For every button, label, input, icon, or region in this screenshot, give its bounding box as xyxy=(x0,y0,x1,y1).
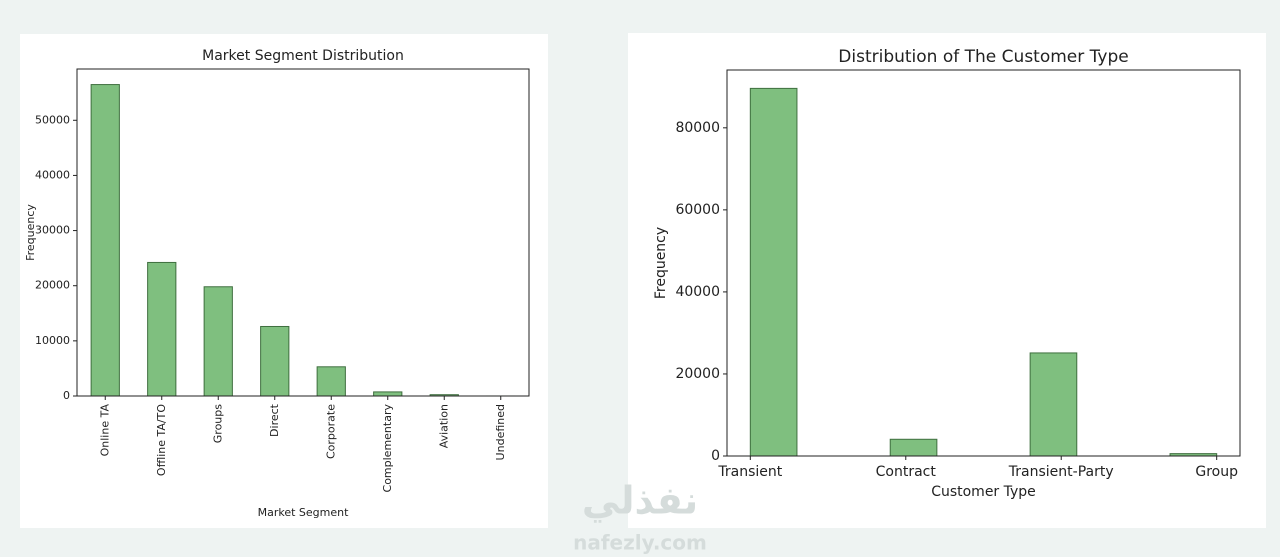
y-tick-label: 80000 xyxy=(675,120,720,136)
y-tick-label: 20000 xyxy=(35,279,70,292)
x-tick-label: Group xyxy=(1195,464,1238,480)
x-tick-label: Online TA xyxy=(98,404,111,457)
watermark: nafezly.com xyxy=(573,531,707,555)
y-tick-label: 60000 xyxy=(675,202,720,218)
bar xyxy=(373,391,403,397)
x-tick-label: Groups xyxy=(211,404,224,443)
x-tick-label: Undefined xyxy=(494,404,507,460)
y-tick-label: 20000 xyxy=(675,366,720,382)
y-axis-label: Frequency xyxy=(653,227,669,299)
bar xyxy=(90,84,120,397)
x-axis-label: Customer Type xyxy=(931,484,1036,500)
chart-title: Market Segment Distribution xyxy=(202,48,404,64)
watermark: نفذلي xyxy=(582,479,698,523)
axes-frame xyxy=(76,68,530,397)
bar xyxy=(1029,352,1078,457)
y-axis-label: Frequency xyxy=(24,204,37,261)
bar xyxy=(260,325,290,397)
chart-title: Distribution of The Customer Type xyxy=(838,47,1128,67)
x-tick-label: Complementary xyxy=(381,404,394,493)
y-tick-label: 50000 xyxy=(35,113,70,126)
y-tick-label: 40000 xyxy=(675,284,720,300)
x-tick-label: Offline TA/TO xyxy=(155,404,168,476)
bar xyxy=(749,87,798,457)
axes-frame xyxy=(726,69,1241,457)
bar xyxy=(147,261,177,397)
y-tick-label: 0 xyxy=(711,448,720,464)
x-tick-label: Contract xyxy=(876,464,937,480)
bar xyxy=(316,366,346,397)
x-axis-label: Market Segment xyxy=(258,506,349,519)
bar xyxy=(203,286,233,397)
y-tick-label: 0 xyxy=(63,389,70,402)
panel xyxy=(628,33,1266,528)
x-tick-label: Transient-Party xyxy=(1008,464,1114,480)
y-tick-label: 30000 xyxy=(35,224,70,237)
y-tick-label: 40000 xyxy=(35,168,70,181)
x-tick-label: Aviation xyxy=(437,404,450,448)
x-tick-label: Corporate xyxy=(324,404,337,459)
x-tick-label: Transient xyxy=(717,464,782,480)
x-tick-label: Direct xyxy=(268,403,281,437)
bar xyxy=(889,438,938,457)
y-tick-label: 10000 xyxy=(35,334,70,347)
